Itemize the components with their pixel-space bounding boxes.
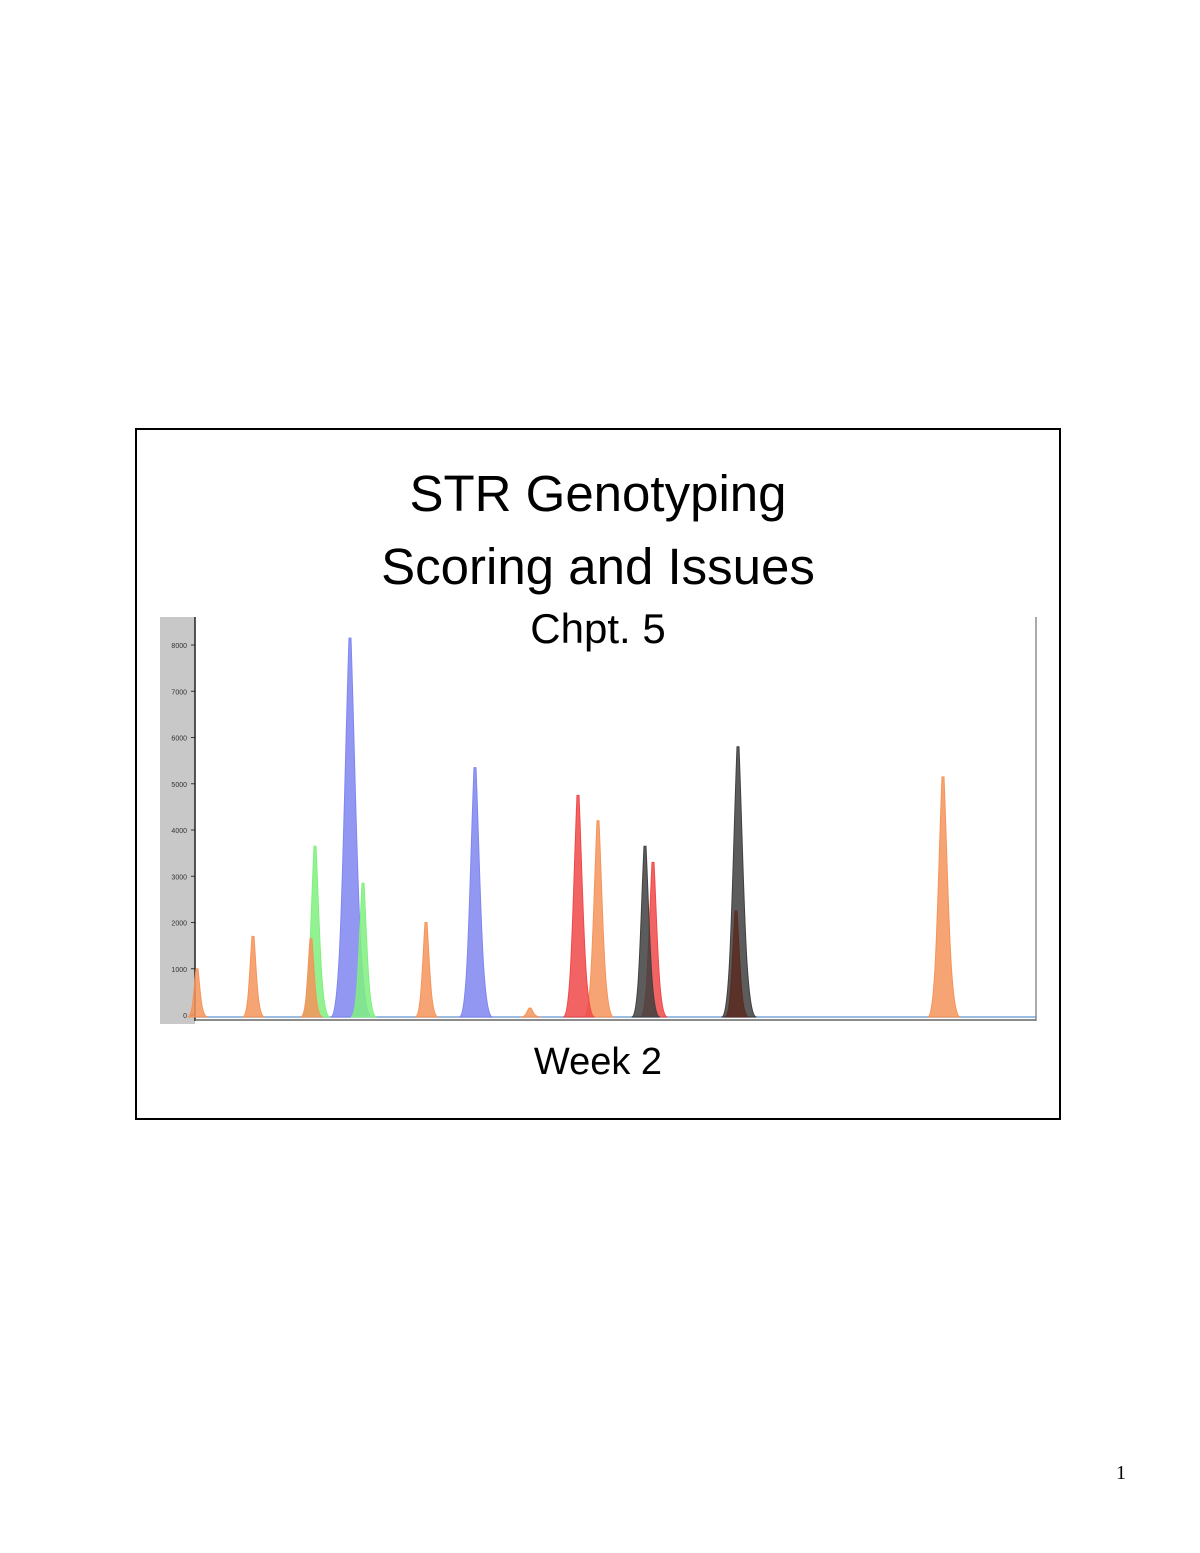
black-peak (631, 845, 661, 1018)
chart-canvas: 0 1000 2000 3000 4000 5000 6000 7000 8000 (160, 617, 1037, 1024)
orange-peak (927, 776, 961, 1018)
slide-title-line2: Scoring and Issues (381, 538, 815, 595)
slide-subtitle: Chpt. 5 (530, 605, 666, 652)
y-tick-label: 7000 (171, 689, 187, 696)
y-axis-panel (160, 617, 195, 1024)
black-peak (721, 746, 757, 1018)
orange-peak (414, 922, 439, 1018)
y-tick-label: 4000 (171, 828, 187, 835)
y-tick-label: 1000 (171, 967, 187, 974)
slide-footer-text: Week 2 (533, 1041, 663, 1083)
orange-peak (583, 820, 615, 1018)
blue-peak (458, 767, 493, 1018)
orange-peak (300, 938, 323, 1018)
y-tick-label: 3000 (171, 874, 187, 881)
orange-peak (187, 968, 209, 1018)
dark-brown-peak (724, 910, 749, 1018)
orange-peak (242, 935, 265, 1018)
y-tick-label: 5000 (171, 782, 187, 789)
y-tick-label: 0 (183, 1013, 187, 1020)
orange-peak (520, 1007, 541, 1018)
page-number: 1 (1116, 1462, 1126, 1484)
y-tick-label: 6000 (171, 736, 187, 743)
slide-title-line1: STR Genotyping (409, 465, 787, 522)
electropherogram-chart: 0 1000 2000 3000 4000 5000 6000 7000 8000 (160, 617, 1040, 1027)
red-peak (562, 794, 595, 1018)
y-tick-label: 8000 (171, 643, 187, 650)
green-peak (350, 882, 377, 1018)
y-tick-label: 2000 (171, 921, 187, 928)
